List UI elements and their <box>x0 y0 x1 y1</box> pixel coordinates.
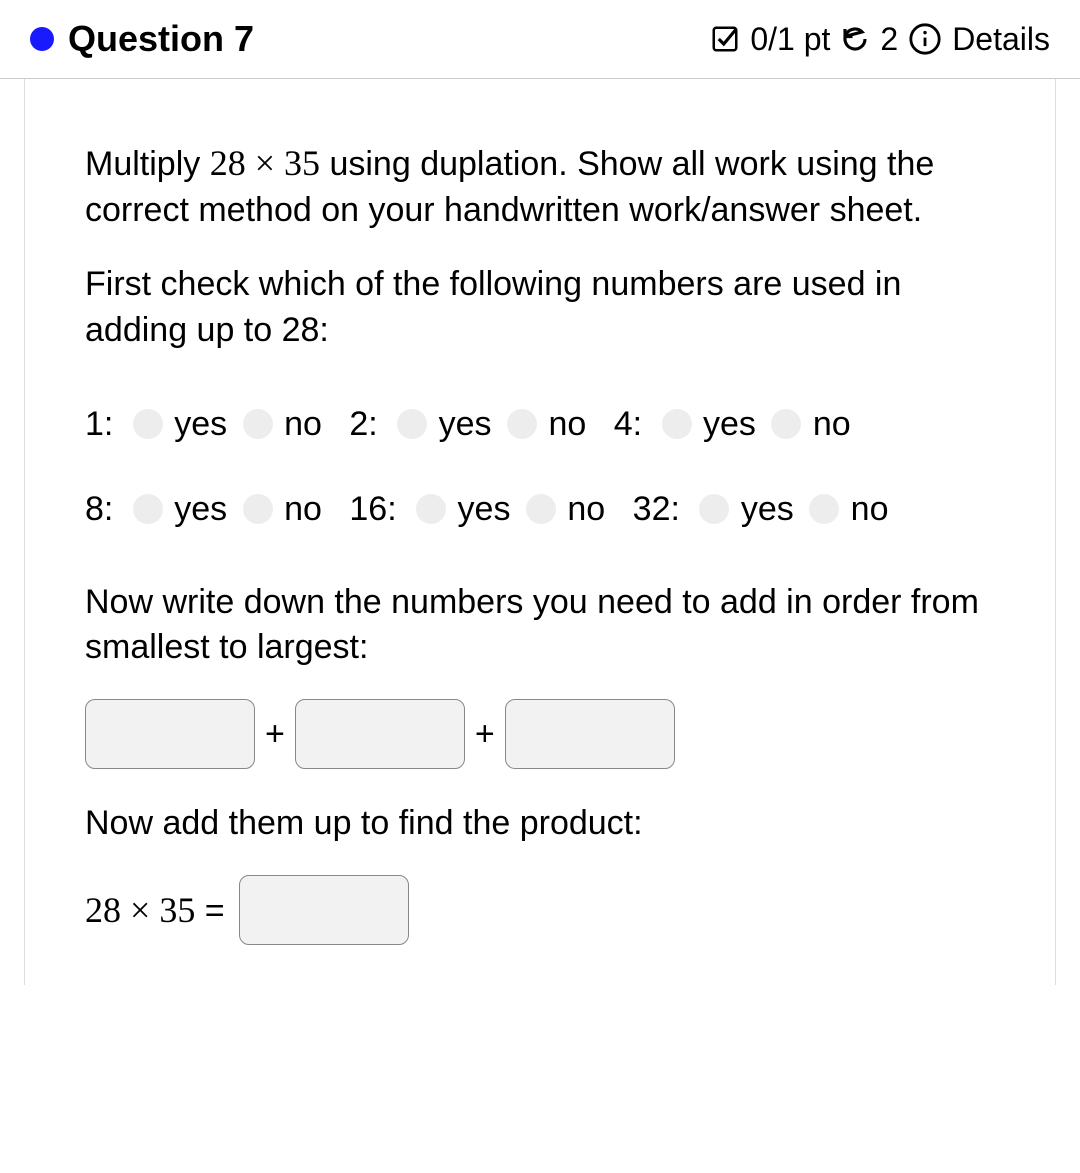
multiplier: 35 <box>284 143 320 183</box>
checkbox-icon <box>710 24 740 54</box>
equals-sign: = <box>195 892 224 930</box>
product-row: 28 × 35 = <box>85 875 995 945</box>
radio-2-yes[interactable] <box>397 409 427 439</box>
yes-label: yes <box>174 405 227 443</box>
option-1: 1: yes no <box>85 405 331 443</box>
header-left: Question 7 <box>30 18 254 60</box>
lhs-a: 28 <box>85 890 121 930</box>
question-prompt: Multiply 28 × 35 using duplation. Show a… <box>85 139 995 234</box>
plus-1: + <box>265 715 285 754</box>
addend-input-3[interactable] <box>505 699 675 769</box>
no-label: no <box>851 490 889 528</box>
instruction-write-numbers: Now write down the numbers you need to a… <box>85 580 995 672</box>
instruction-check-numbers: First check which of the following numbe… <box>85 262 995 354</box>
multiplicand: 28 <box>210 143 246 183</box>
radio-4-yes[interactable] <box>662 409 692 439</box>
retry-count: 2 <box>880 21 898 58</box>
yes-label: yes <box>703 405 756 443</box>
prompt-prefix: Multiply <box>85 145 210 183</box>
question-header: Question 7 0/1 pt 2 Details <box>0 0 1080 79</box>
option-16: 16: yes no <box>349 490 614 528</box>
plus-2: + <box>475 715 495 754</box>
radio-16-no[interactable] <box>526 494 556 524</box>
product-input[interactable] <box>239 875 409 945</box>
label-8: 8: <box>85 490 113 528</box>
addends-row: + + <box>85 699 995 769</box>
yes-label: yes <box>439 405 492 443</box>
label-1: 1: <box>85 405 113 443</box>
product-lhs: 28 × 35 = <box>85 889 225 931</box>
option-32: 32: yes no <box>633 490 889 528</box>
points-text: 0/1 pt <box>750 21 830 58</box>
radio-8-no[interactable] <box>243 494 273 524</box>
addend-input-2[interactable] <box>295 699 465 769</box>
label-32: 32: <box>633 490 680 528</box>
radio-16-yes[interactable] <box>416 494 446 524</box>
radio-32-no[interactable] <box>809 494 839 524</box>
label-4: 4: <box>614 405 642 443</box>
retry-icon <box>840 24 870 54</box>
lhs-times: × <box>121 890 159 930</box>
radio-8-yes[interactable] <box>133 494 163 524</box>
yes-label: yes <box>174 490 227 528</box>
no-label: no <box>548 405 586 443</box>
yes-label: yes <box>741 490 794 528</box>
header-right: 0/1 pt 2 Details <box>710 21 1050 58</box>
label-2: 2: <box>349 405 377 443</box>
no-label: no <box>567 490 605 528</box>
question-body: Multiply 28 × 35 using duplation. Show a… <box>24 79 1056 985</box>
no-label: no <box>284 405 322 443</box>
question-title: Question 7 <box>68 18 254 60</box>
radio-2-no[interactable] <box>507 409 537 439</box>
no-label: no <box>284 490 322 528</box>
info-icon[interactable] <box>908 22 942 56</box>
option-2: 2: yes no <box>349 405 595 443</box>
option-4: 4: yes no <box>614 405 851 443</box>
details-link[interactable]: Details <box>952 21 1050 58</box>
label-16: 16: <box>349 490 396 528</box>
option-8: 8: yes no <box>85 490 331 528</box>
radio-4-no[interactable] <box>771 409 801 439</box>
radio-rows: 1: yes no 2: yes no 4: yes no 8: yes no <box>85 382 995 552</box>
yes-label: yes <box>458 490 511 528</box>
times-symbol: × <box>246 143 284 183</box>
radio-1-yes[interactable] <box>133 409 163 439</box>
addend-input-1[interactable] <box>85 699 255 769</box>
no-label: no <box>813 405 851 443</box>
radio-32-yes[interactable] <box>699 494 729 524</box>
radio-1-no[interactable] <box>243 409 273 439</box>
instruction-find-product: Now add them up to find the product: <box>85 801 995 847</box>
lhs-b: 35 <box>159 890 195 930</box>
status-bullet-icon <box>30 27 54 51</box>
